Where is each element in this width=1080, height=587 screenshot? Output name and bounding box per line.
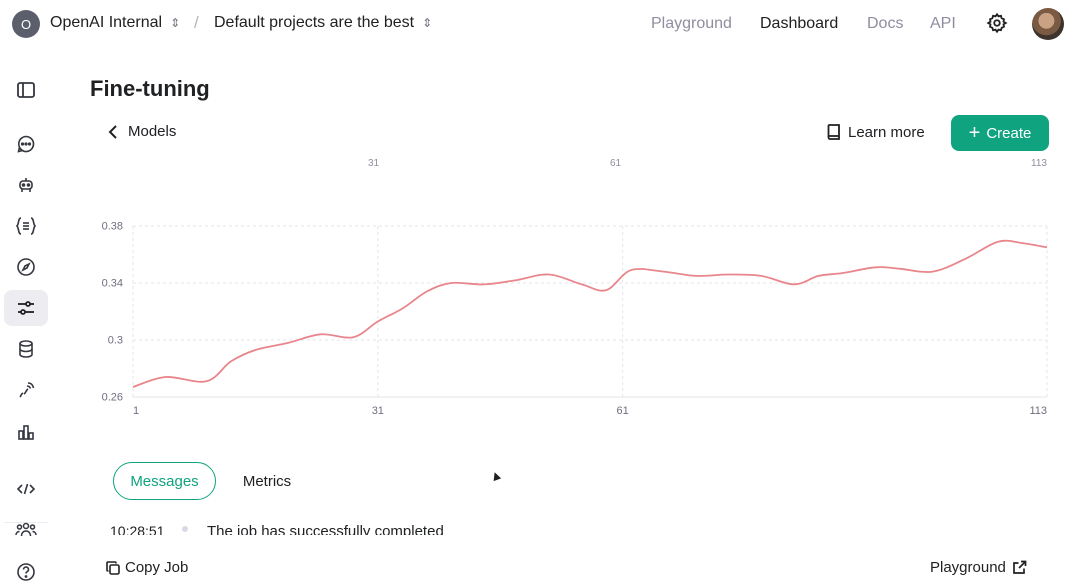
playground-label: Playground <box>930 559 1006 576</box>
log-dot <box>182 526 188 532</box>
nav-playground[interactable]: Playground <box>651 15 732 32</box>
top-tick-label: 61 <box>610 158 622 169</box>
back-to-models-link[interactable]: Models <box>108 123 176 140</box>
create-label: Create <box>986 124 1032 142</box>
open-playground-link[interactable]: Playground <box>930 559 1027 576</box>
gear-icon[interactable] <box>986 12 1008 34</box>
y-tick-label: 0.38 <box>102 221 123 233</box>
top-tick-label: 31 <box>368 158 380 169</box>
project-switcher[interactable]: Default projects are the best ⇕ <box>214 14 432 32</box>
project-name: Default projects are the best <box>214 14 415 31</box>
x-tick-label: 113 <box>1029 405 1047 417</box>
copy-job-label: Copy Job <box>125 559 189 576</box>
learn-more-label: Learn more <box>848 123 925 141</box>
org-name: OpenAI Internal <box>50 14 163 31</box>
training-loss-chart: 0.26 0.3 0.34 0.38 1 31 61 113 <box>102 221 1048 417</box>
org-avatar[interactable]: O <box>12 10 40 38</box>
sidebar <box>0 60 52 587</box>
breadcrumb-separator: / <box>194 13 199 32</box>
y-tick-label: 0.34 <box>102 278 123 290</box>
x-tick-label: 31 <box>372 405 384 417</box>
user-avatar[interactable] <box>1032 8 1064 40</box>
nav-docs[interactable]: Docs <box>867 15 904 32</box>
org-switcher[interactable]: OpenAI Internal ⇕ <box>50 14 180 32</box>
compass-icon[interactable] <box>14 255 38 279</box>
copy-icon <box>106 560 120 575</box>
chevron-up-down-icon: ⇕ <box>170 16 181 30</box>
json-braces-icon[interactable] <box>14 214 38 238</box>
top-bar: O OpenAI Internal ⇕ / Default projects a… <box>0 0 1080 48</box>
panel-toggle-icon[interactable] <box>14 78 38 102</box>
learn-more-link[interactable]: Learn more <box>826 123 925 141</box>
tab-messages[interactable]: Messages <box>113 462 216 500</box>
nav-api[interactable]: API <box>930 15 956 32</box>
x-tick-label: 1 <box>133 405 139 417</box>
chat-icon[interactable] <box>14 132 38 156</box>
y-tick-label: 0.3 <box>108 335 123 347</box>
footer-bar <box>52 537 1080 587</box>
create-button[interactable]: + Create <box>951 115 1049 151</box>
plus-icon: + <box>968 122 981 144</box>
bar-chart-icon[interactable] <box>14 420 38 444</box>
external-link-icon <box>1013 560 1027 574</box>
copy-job-button[interactable]: Copy Job <box>106 559 188 576</box>
page-title: Fine-tuning <box>90 76 210 101</box>
log-timestamp: 10:28:51 <box>110 523 165 535</box>
y-tick-label: 0.26 <box>102 392 123 404</box>
book-icon <box>827 124 840 140</box>
log-message: The job has successfully completed <box>207 523 444 535</box>
chevron-up-down-icon: ⇕ <box>422 16 433 30</box>
help-icon[interactable] <box>14 560 38 584</box>
assistant-robot-icon[interactable] <box>14 173 38 197</box>
database-icon[interactable] <box>14 337 38 361</box>
team-icon[interactable] <box>14 518 38 542</box>
sliders-icon[interactable] <box>4 290 48 326</box>
series-line <box>132 239 1048 388</box>
x-tick-label: 61 <box>617 405 629 417</box>
back-label: Models <box>128 123 177 140</box>
code-icon[interactable] <box>14 477 38 501</box>
audio-wave-icon[interactable] <box>14 378 38 402</box>
chevron-left-icon <box>108 124 117 139</box>
sidebar-divider <box>4 522 48 523</box>
top-tick-label: 113 <box>1031 158 1047 169</box>
tab-metrics[interactable]: Metrics <box>242 472 292 490</box>
mouse-cursor <box>490 470 502 482</box>
nav-dashboard[interactable]: Dashboard <box>760 15 839 32</box>
